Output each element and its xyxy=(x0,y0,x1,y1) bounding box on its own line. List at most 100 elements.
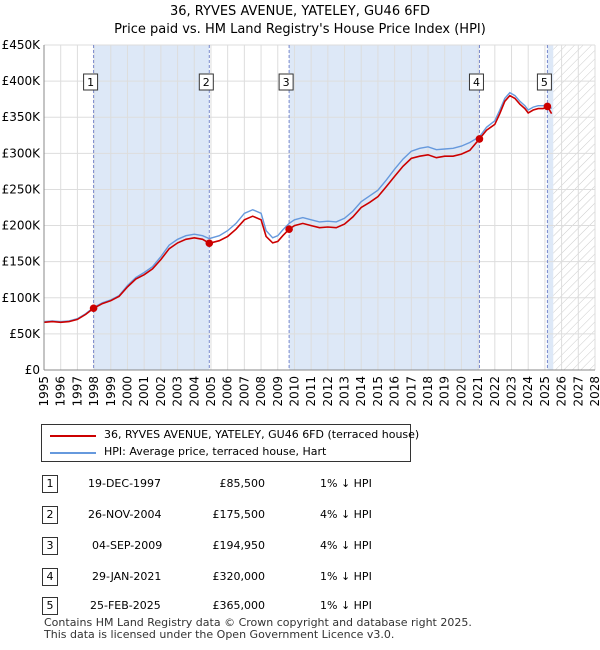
sale-price: £194,950 xyxy=(212,539,266,552)
sale-marker-box xyxy=(536,73,552,91)
x-tick-label: 2009 xyxy=(271,376,285,407)
x-tick-label: 2025 xyxy=(538,376,552,407)
y-tick-label: £450K xyxy=(2,38,42,52)
x-tick-label: 1996 xyxy=(54,376,68,407)
sale-point xyxy=(543,102,552,111)
sale-marker-box xyxy=(468,73,484,91)
sale-hpi-diff: 1% ↓ HPI xyxy=(320,477,372,490)
footer-licence: This data is licensed under the Open Gov… xyxy=(44,628,395,641)
x-tick-label: 2010 xyxy=(287,376,301,407)
y-tick-label: £350K xyxy=(2,110,42,124)
x-tick-label: 2011 xyxy=(304,376,318,407)
x-tick-label: 2002 xyxy=(154,376,168,407)
chart-subtitle: Price paid vs. HM Land Registry's House … xyxy=(114,22,486,37)
sale-point xyxy=(205,239,214,248)
sale-marker-box xyxy=(83,73,99,91)
future-hatch xyxy=(553,45,595,370)
x-tick-label: 2022 xyxy=(488,376,502,407)
sale-price: £85,500 xyxy=(219,477,266,490)
sale-date: 04-SEP-2009 xyxy=(92,539,163,552)
price-line-swatch xyxy=(50,435,96,437)
x-tick-label: 2019 xyxy=(438,376,452,407)
x-tick-label: 2015 xyxy=(371,376,385,407)
sale-period-band xyxy=(547,45,554,370)
x-tick-label: 2000 xyxy=(120,376,134,407)
hpi-line xyxy=(43,91,553,323)
sale-hpi-diff: 1% ↓ HPI xyxy=(320,570,372,583)
x-tick-label: 2021 xyxy=(471,376,485,407)
x-tick-label: 2007 xyxy=(237,376,251,407)
sale-price: £365,000 xyxy=(212,599,266,612)
sale-point xyxy=(475,135,484,143)
x-tick-label: 2024 xyxy=(521,376,535,407)
x-tick-label: 2014 xyxy=(354,376,368,407)
x-tick-label: 1998 xyxy=(87,376,101,407)
x-tick-label: 2001 xyxy=(137,376,151,407)
x-tick-label: 2013 xyxy=(338,376,352,407)
x-tick-label: 2003 xyxy=(171,376,185,407)
x-tick-label: 1995 xyxy=(37,376,51,407)
sale-date: 26-NOV-2004 xyxy=(88,508,162,521)
sale-point xyxy=(285,225,293,234)
sale-marker-label: 3 xyxy=(283,76,290,89)
x-tick-label: 1999 xyxy=(104,376,118,407)
x-tick-label: 2017 xyxy=(404,376,418,407)
y-tick-label: £150K xyxy=(2,255,42,269)
sale-number-badge: 2 xyxy=(42,506,58,524)
x-tick-label: 2004 xyxy=(187,376,201,407)
x-tick-label: 2012 xyxy=(321,376,335,407)
x-tick-label: 2018 xyxy=(421,376,435,407)
footer: Contains HM Land Registry data © Crown c… xyxy=(44,617,472,641)
sale-marker-box xyxy=(198,73,214,91)
y-tick-label: £400K xyxy=(2,74,42,88)
chart-title: 36, RYVES AVENUE, YATELEY, GU46 6FD xyxy=(170,4,430,19)
x-tick-label: 1997 xyxy=(70,376,84,407)
sale-number-badge: 3 xyxy=(42,537,58,555)
sale-date: 25-FEB-2025 xyxy=(90,599,161,612)
x-tick-label: 2026 xyxy=(555,376,569,407)
sale-hpi-diff: 4% ↓ HPI xyxy=(320,508,372,521)
x-tick-label: 2028 xyxy=(588,376,600,407)
x-tick-label: 2005 xyxy=(204,376,218,407)
sale-marker-label: 2 xyxy=(203,76,210,89)
sale-price: £175,500 xyxy=(212,508,266,521)
y-tick-label: £300K xyxy=(2,146,42,160)
sale-number-badge: 5 xyxy=(42,597,58,615)
sale-marker-box xyxy=(278,73,294,91)
sale-period-band xyxy=(93,45,210,370)
x-tick-label: 2027 xyxy=(571,376,585,407)
sale-hpi-diff: 1% ↓ HPI xyxy=(320,599,372,612)
legend-hpi-label: HPI: Average price, terraced house, Hart xyxy=(104,445,327,458)
y-tick-label: £50K xyxy=(9,327,41,341)
table-row: 3 04-SEP-2009 £194,950 4% ↓ HPI xyxy=(0,537,600,557)
sale-point xyxy=(89,304,98,313)
x-tick-label: 2023 xyxy=(505,376,519,407)
y-tick-label: £200K xyxy=(2,219,42,233)
x-tick-label: 2008 xyxy=(254,376,268,407)
x-tick-label: 2020 xyxy=(454,376,468,407)
y-tick-label: £250K xyxy=(2,182,42,196)
table-row: 1 19-DEC-1997 £85,500 1% ↓ HPI xyxy=(0,475,600,495)
hpi-line-swatch xyxy=(50,452,96,454)
sale-price: £320,000 xyxy=(212,570,266,583)
table-row: 5 25-FEB-2025 £365,000 1% ↓ HPI xyxy=(0,597,600,617)
footer-copyright: Contains HM Land Registry data © Crown c… xyxy=(44,616,472,629)
sale-marker-label: 5 xyxy=(541,76,548,89)
table-row: 4 29-JAN-2021 £320,000 1% ↓ HPI xyxy=(0,568,600,588)
sale-marker-label: 1 xyxy=(87,76,94,89)
x-tick-label: 2016 xyxy=(388,376,402,407)
legend-price-label: 36, RYVES AVENUE, YATELEY, GU46 6FD (ter… xyxy=(104,428,420,441)
sale-hpi-diff: 4% ↓ HPI xyxy=(320,539,372,552)
y-tick-label: £0 xyxy=(25,363,40,377)
price-chart: 1 2 3 4 5 £0 £50K £100K £150K £200K £250K £300K £35… xyxy=(2,38,600,407)
legend: 36, RYVES AVENUE, YATELEY, GU46 6FD (ter… xyxy=(41,424,419,462)
sale-marker-label: 4 xyxy=(473,76,480,89)
table-row: 2 26-NOV-2004 £175,500 4% ↓ HPI xyxy=(0,506,600,526)
sale-date: 19-DEC-1997 xyxy=(88,477,162,490)
x-tick-label: 2006 xyxy=(221,376,235,407)
sale-number-badge: 4 xyxy=(42,568,58,586)
y-tick-label: £100K xyxy=(2,291,42,305)
sale-number-badge: 1 xyxy=(42,475,58,493)
price-paid-line xyxy=(43,94,553,324)
sale-period-band xyxy=(289,45,480,370)
